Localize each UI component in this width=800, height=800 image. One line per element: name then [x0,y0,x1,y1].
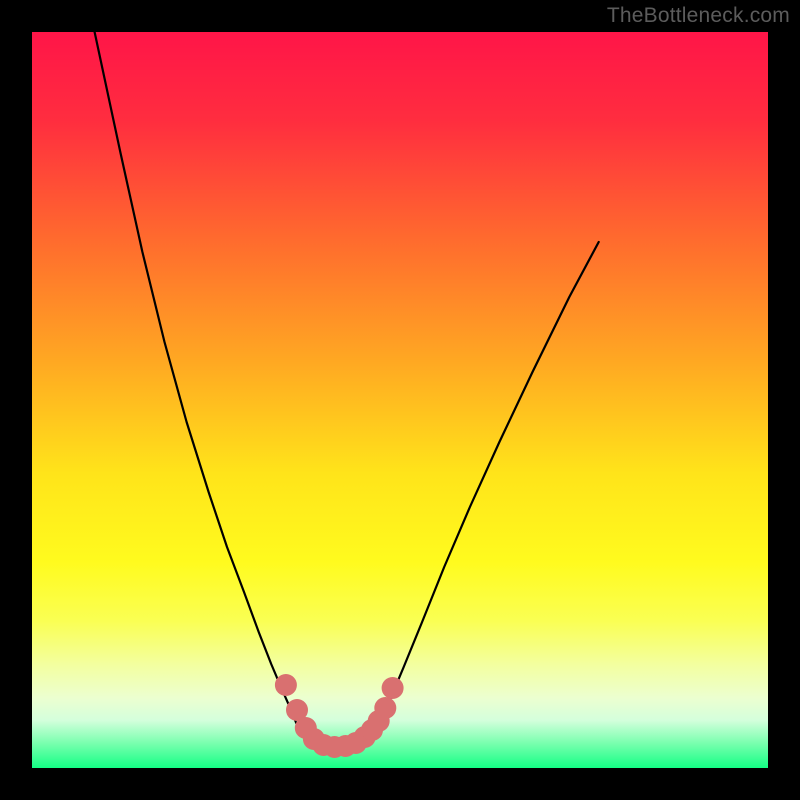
gradient-background [32,32,768,768]
chart-stage: TheBottleneck.com [0,0,800,800]
curve-marker [382,677,404,699]
watermark-text: TheBottleneck.com [607,4,790,28]
curve-marker [275,674,297,696]
bottleneck-curve-chart [0,0,800,800]
curve-marker [374,697,396,719]
